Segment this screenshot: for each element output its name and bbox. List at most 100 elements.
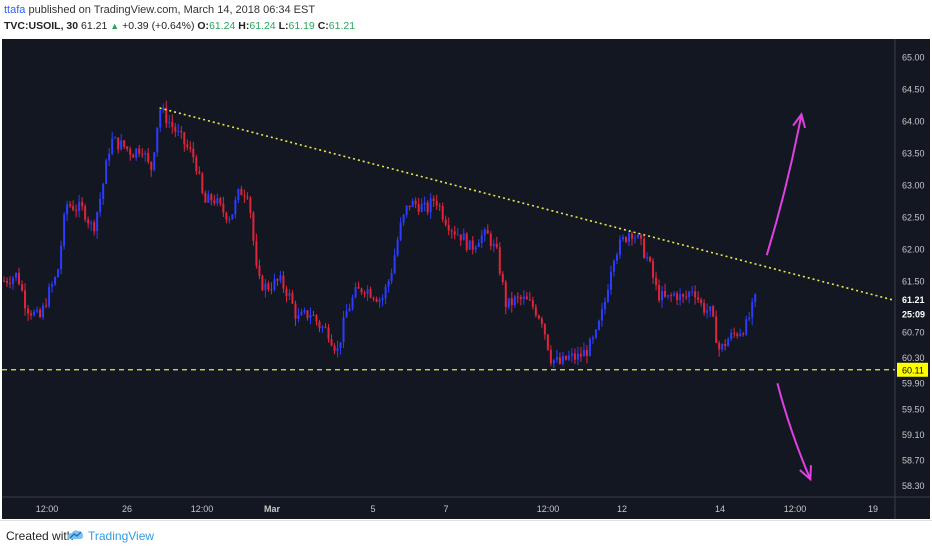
candle-body	[682, 294, 685, 297]
author-link[interactable]: ttafa	[4, 4, 26, 16]
candle-body	[748, 317, 751, 320]
candle-body	[393, 255, 396, 274]
candle-body	[477, 242, 480, 247]
projection-arrow-up	[765, 114, 803, 256]
candle-body	[591, 337, 594, 340]
candle-body	[706, 310, 709, 313]
symbol-label[interactable]: TVC:USOIL, 30	[4, 20, 79, 32]
candle-body	[649, 257, 652, 262]
candle-body	[309, 315, 312, 318]
candle-body	[150, 161, 153, 171]
candle-body	[603, 301, 606, 310]
time-tick-label: 12:00	[191, 504, 214, 514]
tradingview-logo-icon[interactable]	[66, 527, 84, 543]
candle-body	[111, 138, 114, 154]
ohlc-legend: TVC:USOIL, 30 61.21 ▲ +0.39 (+0.64%) O:6…	[4, 18, 355, 34]
candle-body	[27, 308, 30, 314]
candle-body	[492, 243, 495, 247]
time-tick-label: 14	[715, 504, 725, 514]
candle-body	[105, 160, 108, 184]
time-axis-background[interactable]	[2, 497, 930, 519]
support-price-label-bg	[897, 362, 928, 377]
candle-body	[42, 305, 45, 318]
up-arrow-icon: ▲	[110, 21, 120, 31]
candle-body	[69, 204, 72, 207]
candle-body	[588, 339, 591, 356]
candle-body	[351, 297, 354, 309]
price-axis-background[interactable]	[895, 39, 930, 497]
candle-body	[228, 219, 231, 221]
candle-body	[429, 198, 432, 213]
candle-body	[471, 240, 474, 250]
price-tick-label: 63.00	[902, 180, 925, 190]
candle-body	[631, 233, 634, 239]
candle-body	[180, 130, 183, 133]
candle-body	[730, 332, 733, 340]
price-chart[interactable]: 65.00 64.50 64.00 63.50 63.00 62.50 62.00 61.50…	[0, 0, 932, 520]
candle-body	[697, 297, 700, 300]
candle-body	[63, 214, 66, 246]
candle-body	[661, 290, 664, 301]
candle-body	[174, 126, 177, 132]
candle-body	[9, 282, 12, 284]
candle-body	[123, 140, 126, 147]
candle-body	[363, 292, 366, 294]
candle-body	[90, 222, 93, 224]
candle-body	[673, 293, 676, 296]
candles-group	[3, 100, 757, 369]
candle-body	[183, 132, 186, 145]
candle-body	[87, 219, 90, 224]
candle-body	[132, 154, 135, 158]
candle-body	[495, 243, 498, 248]
candle-body	[306, 310, 309, 318]
candle-body	[93, 222, 96, 232]
candle-body	[276, 279, 279, 281]
price-tick-label: 60.11	[902, 365, 924, 375]
candle-body	[480, 235, 483, 243]
candle-body	[297, 315, 300, 319]
candle-body	[219, 198, 222, 204]
candle-body	[585, 350, 588, 356]
plot-area[interactable]	[2, 39, 895, 497]
candle-body	[315, 315, 318, 322]
candle-body	[423, 202, 426, 205]
price-tick-label: 59.50	[902, 404, 925, 414]
candle-body	[483, 229, 486, 236]
candle-body	[381, 298, 384, 300]
candle-body	[279, 275, 282, 281]
candle-body	[30, 313, 33, 316]
candle-body	[456, 234, 459, 236]
candle-body	[396, 239, 399, 256]
candle-body	[453, 231, 456, 235]
arrowhead-up	[792, 112, 807, 129]
candle-body	[48, 286, 51, 307]
candle-body	[168, 121, 171, 123]
candle-body	[186, 144, 189, 148]
candle-body	[24, 290, 27, 309]
candle-body	[3, 280, 5, 282]
time-tick-label: 26	[122, 504, 132, 514]
candle-body	[327, 327, 330, 340]
candle-body	[715, 316, 718, 343]
candle-body	[243, 195, 246, 197]
candle-body	[36, 309, 39, 312]
price-tick-label: 63.50	[902, 148, 925, 158]
candle-body	[192, 148, 195, 158]
drawings-group	[2, 107, 895, 482]
candle-body	[249, 197, 252, 213]
candle-body	[736, 333, 739, 336]
candle-body	[378, 299, 381, 302]
price-tick-label: 62.00	[902, 244, 925, 254]
tradingview-brand-link[interactable]: TradingView	[88, 529, 155, 543]
candle-body	[255, 240, 258, 266]
candle-body	[264, 283, 267, 291]
candle-body	[555, 357, 558, 360]
candle-body	[270, 289, 273, 291]
close-value: 61.21	[328, 20, 356, 32]
candle-body	[742, 333, 745, 335]
candle-body	[57, 269, 60, 278]
candle-body	[225, 212, 228, 220]
low-label: L:	[278, 20, 289, 32]
candle-body	[213, 200, 216, 204]
candle-body	[700, 299, 703, 304]
